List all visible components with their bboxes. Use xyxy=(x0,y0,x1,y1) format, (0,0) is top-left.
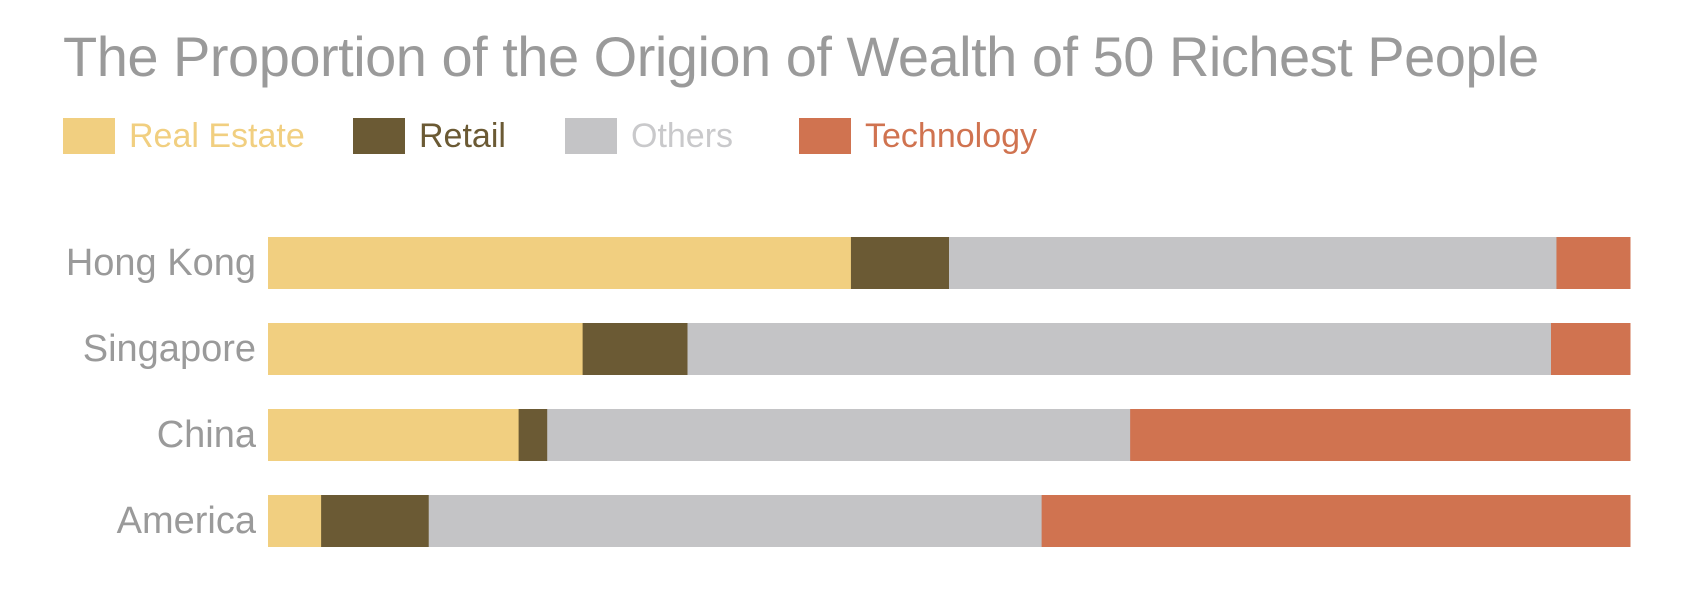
legend: Real Estate Retail Others Technology xyxy=(63,116,1663,155)
legend-item-technology: Technology xyxy=(799,116,1038,155)
legend-swatch-technology xyxy=(799,118,851,154)
bar-segment-america-others xyxy=(428,495,1043,547)
legend-swatch-others xyxy=(565,118,617,154)
bar-segment-china-technology xyxy=(1130,409,1631,461)
legend-item-others: Others xyxy=(565,116,734,155)
chart-title: The Proportion of the Origion of Wealth … xyxy=(63,25,1539,88)
bar-segment-hong-kong-technology xyxy=(1556,237,1631,289)
bar-segment-singapore-real-estate xyxy=(268,323,584,375)
bar-segment-china-real-estate xyxy=(268,409,520,461)
bar-segment-america-technology xyxy=(1041,495,1631,547)
legend-label-others: Others xyxy=(631,116,734,155)
legend-label-real-estate: Real Estate xyxy=(129,116,305,155)
category-label-singapore: Singapore xyxy=(83,328,256,370)
legend-item-retail: Retail xyxy=(353,116,506,155)
bar-segment-singapore-technology xyxy=(1551,323,1631,375)
legend-item-real-estate: Real Estate xyxy=(63,116,305,155)
legend-swatch-real-estate xyxy=(63,118,115,154)
category-label-china: China xyxy=(157,414,257,456)
legend-label-retail: Retail xyxy=(419,116,506,155)
category-label-hong-kong: Hong Kong xyxy=(66,242,256,284)
bar-segment-hong-kong-others xyxy=(949,237,1557,289)
category-label-america: America xyxy=(117,500,257,542)
bar-segment-hong-kong-retail xyxy=(850,237,950,289)
bar-segment-singapore-others xyxy=(687,323,1552,375)
legend-label-technology: Technology xyxy=(865,116,1038,155)
bar-segment-china-others xyxy=(547,409,1131,461)
legend-swatch-retail xyxy=(353,118,405,154)
bar-segment-hong-kong-real-estate xyxy=(268,237,852,289)
bar-segment-america-real-estate xyxy=(268,495,322,547)
bar-segment-america-retail xyxy=(321,495,430,547)
bar-segment-singapore-retail xyxy=(582,323,688,375)
bar-segment-china-retail xyxy=(518,409,548,461)
